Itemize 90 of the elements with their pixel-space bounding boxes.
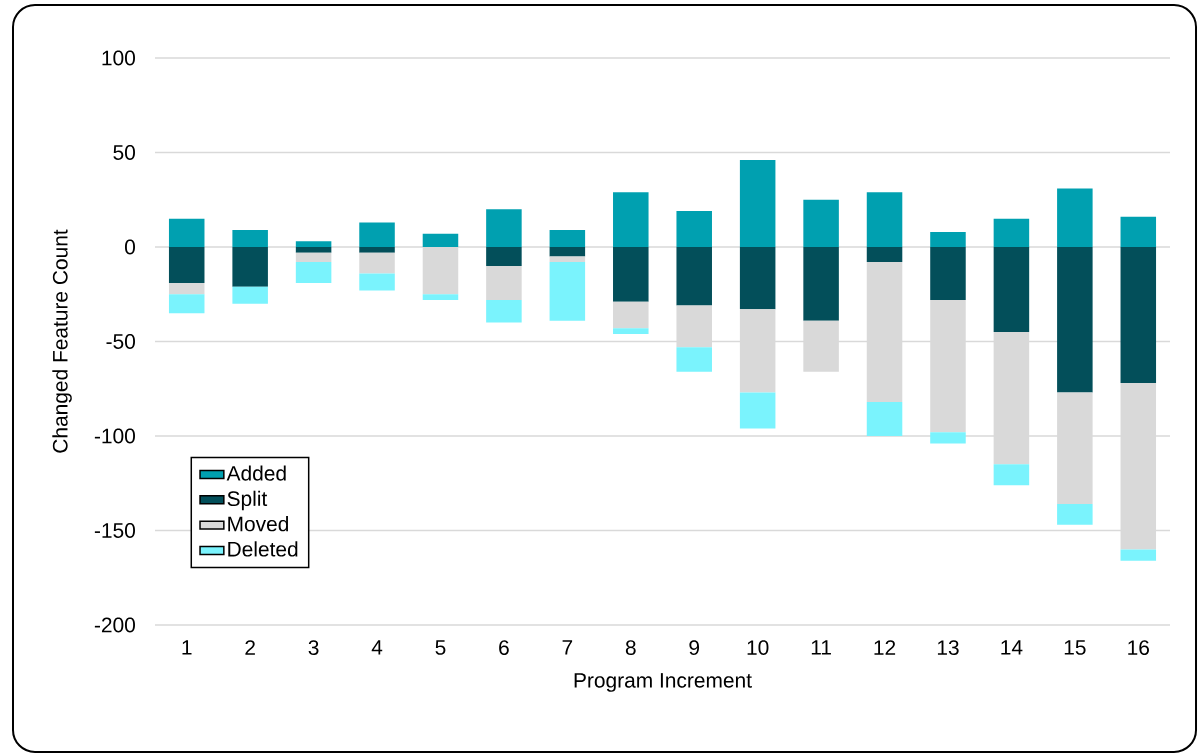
x-tick-label: 11	[811, 640, 831, 655]
bar	[168, 282, 205, 295]
bar	[1057, 504, 1093, 525]
x-tick-label: 8	[625, 640, 636, 655]
bar	[676, 347, 712, 372]
bar	[613, 301, 649, 329]
bar	[1120, 247, 1157, 384]
bar	[359, 273, 395, 291]
x-tick-label: 6	[499, 640, 509, 655]
bar	[613, 247, 649, 302]
bar	[168, 247, 205, 283]
y-tick-label: -50	[106, 334, 135, 349]
legend-label: Moved	[228, 515, 289, 532]
bar	[866, 262, 903, 402]
bar	[1057, 392, 1093, 505]
bar	[676, 305, 712, 348]
x-tick-label: 10	[747, 640, 769, 655]
bar	[676, 211, 712, 247]
bar	[739, 160, 776, 247]
bar	[993, 247, 1030, 333]
bar	[295, 241, 332, 247]
bar	[486, 265, 522, 300]
bar	[930, 231, 966, 247]
x-tick-label: 2	[245, 640, 255, 655]
x-tick-label: 1	[182, 640, 192, 655]
x-tick-label: 15	[1064, 640, 1086, 655]
bar	[993, 464, 1030, 486]
y-axis-title: Changed Feature Count	[52, 229, 72, 453]
y-tick-label: 50	[113, 145, 135, 160]
bar	[803, 320, 839, 372]
bar	[295, 252, 332, 263]
bar	[168, 294, 205, 314]
x-tick-label: 9	[689, 640, 700, 655]
bar	[549, 262, 586, 321]
bar	[359, 247, 395, 253]
bar	[866, 247, 903, 263]
bar	[866, 192, 903, 247]
x-tick-label: 5	[435, 640, 446, 655]
bar	[422, 233, 459, 247]
bar	[1120, 549, 1157, 561]
bar	[1120, 383, 1157, 550]
bar	[486, 209, 522, 247]
x-tick-label: 12	[874, 640, 896, 655]
x-tick-label: 7	[562, 640, 573, 655]
bar	[1057, 247, 1093, 393]
bar	[930, 299, 966, 433]
x-tick-label: 4	[371, 640, 383, 655]
bar	[739, 309, 776, 393]
bar	[486, 247, 522, 266]
bar	[803, 199, 839, 247]
bar	[486, 299, 522, 323]
bar	[549, 256, 586, 263]
bar	[232, 247, 268, 287]
bar	[232, 229, 268, 247]
bar	[613, 328, 649, 334]
bar	[930, 247, 966, 300]
x-tick-label: 13	[937, 640, 959, 655]
bar	[803, 247, 839, 321]
legend-label: Split	[227, 490, 268, 511]
x-axis-title: Program Increment	[574, 673, 752, 692]
bar	[1120, 216, 1157, 247]
bar	[295, 247, 332, 253]
y-tick-label: -100	[94, 428, 135, 444]
bar	[993, 218, 1030, 247]
x-tick-label: 3	[308, 640, 319, 655]
bar	[549, 247, 586, 257]
bar	[993, 332, 1030, 465]
bar	[295, 262, 332, 283]
legend-label: Deleted	[228, 541, 298, 557]
bar	[613, 192, 649, 247]
bar	[168, 218, 205, 247]
y-tick-label: -200	[94, 617, 135, 633]
x-tick-label: 16	[1128, 640, 1149, 655]
bar	[1057, 188, 1093, 247]
y-tick-label: 100	[102, 50, 135, 66]
legend-label: Added	[226, 465, 286, 481]
bar	[549, 229, 586, 247]
bar	[422, 294, 459, 300]
y-tick-label: -150	[94, 523, 135, 538]
bar	[930, 432, 966, 444]
bar	[359, 252, 395, 274]
bar	[422, 247, 459, 295]
bar	[676, 247, 712, 306]
bar	[232, 286, 268, 304]
bar	[739, 392, 776, 429]
x-tick-label: 14	[1001, 640, 1023, 655]
bar	[359, 222, 395, 247]
y-tick-label: 0	[125, 239, 135, 255]
bar	[739, 247, 776, 310]
bar	[866, 401, 903, 436]
